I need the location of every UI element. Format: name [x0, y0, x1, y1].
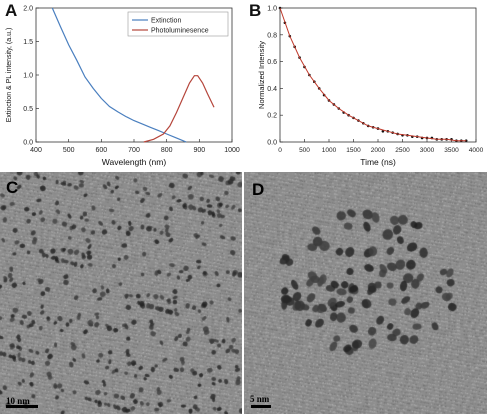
- y-tick-label: 0.0: [267, 140, 277, 147]
- y-tick-label: 0.4: [267, 86, 277, 93]
- panel-label: D: [252, 180, 265, 199]
- x-tick-label: 2000: [371, 147, 386, 154]
- y-tick-label: 0.5: [23, 106, 33, 113]
- panel-b: B 0 500 1000 1500 2000 2500 3000 3500 4000 0.0 0.2…: [244, 0, 487, 170]
- series-line: [51, 7, 187, 143]
- y-tick-label: 0.8: [267, 32, 277, 39]
- y-tick-label: 1.0: [267, 6, 277, 13]
- data-point: [464, 139, 468, 142]
- y-tick-label: 1.5: [23, 39, 33, 46]
- x-tick-label: 1500: [346, 147, 361, 154]
- legend-label: Photoluminesence: [151, 28, 209, 35]
- x-tick-label: 2500: [395, 147, 410, 154]
- tem-image-d: D 5 nm: [244, 172, 487, 414]
- panel-divider-horizontal: [0, 170, 487, 172]
- x-tick-label: 600: [95, 147, 107, 154]
- x-axis-label: Time (ns): [360, 157, 396, 167]
- series-line: [143, 75, 215, 143]
- x-tick-label: 800: [161, 147, 173, 154]
- x-tick-label: 400: [30, 147, 42, 154]
- x-tick-label: 1000: [224, 147, 240, 154]
- y-tick-label: 2.0: [23, 6, 33, 13]
- x-tick-label: 900: [193, 147, 205, 154]
- legend-box: [127, 11, 229, 37]
- decay-chart: 0 500 1000 1500 2000 2500 3000 3500 4000 0.0 0.2 0.…: [257, 6, 484, 168]
- panel-label: B: [249, 1, 262, 20]
- scale-bar: [6, 405, 38, 408]
- y-tick-label: 0.6: [267, 59, 277, 66]
- y-tick-label: 1.0: [23, 73, 33, 80]
- scale-bar-label: 5 nm: [250, 394, 270, 404]
- x-tick-label: 4000: [469, 147, 484, 154]
- x-tick-label: 500: [299, 147, 310, 154]
- x-tick-label: 3500: [444, 147, 459, 154]
- y-tick-label: 0.0: [23, 140, 33, 147]
- tem-micrograph: [0, 172, 242, 414]
- legend-label: Extinction: [151, 18, 181, 25]
- panel-label: C: [6, 178, 19, 197]
- panel-divider-vertical: [242, 0, 244, 414]
- x-tick-label: 3000: [420, 147, 435, 154]
- panel-label: A: [5, 1, 18, 20]
- fit-line: [279, 7, 467, 142]
- y-axis-label: Normalized Intensity: [257, 41, 266, 109]
- y-tick-label: 0.2: [267, 113, 277, 120]
- scale-bar-label: 10 nm: [6, 396, 30, 406]
- x-tick-label: 700: [128, 147, 140, 154]
- extinction-pl-chart: 400 500 600 700 800 900 1000 0.0 0.5 1.0 1.5 2.0 Wav…: [6, 6, 240, 168]
- panel-a: A 400 500 600 700 800 900 1000 0.0 0.5 1.0 1.5 2.0 W…: [0, 0, 243, 170]
- tem-image-c: C 10 nm: [0, 172, 242, 414]
- x-tick-label: 500: [63, 147, 75, 154]
- x-tick-label: 1000: [322, 147, 337, 154]
- y-axis-label: Extinction & PL intensity, (a.u.): [6, 28, 13, 123]
- x-tick-label: 0: [278, 147, 282, 154]
- x-axis-label: Wavelength (nm): [102, 157, 167, 167]
- tem-micrograph: [244, 172, 487, 414]
- scale-bar: [251, 405, 271, 408]
